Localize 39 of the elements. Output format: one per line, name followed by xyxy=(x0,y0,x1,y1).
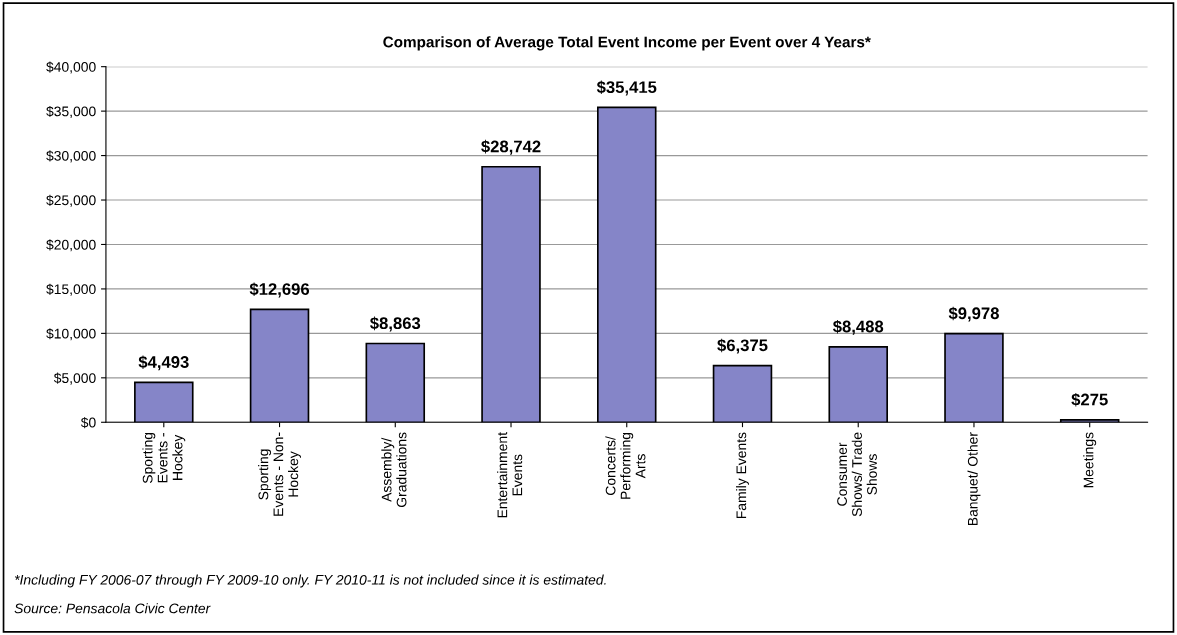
x-tick-label: Banquet/ Other xyxy=(967,432,981,526)
y-tick-label: $35,000 xyxy=(46,105,96,118)
x-tick-label: Assembly/ Graduations xyxy=(381,432,407,507)
data-label: $8,488 xyxy=(832,319,884,335)
data-label: $4,493 xyxy=(138,355,189,371)
y-tick-label: $10,000 xyxy=(46,328,96,341)
y-tick-label: $5,000 xyxy=(53,372,96,385)
x-tick-label: Sporting Events - Non- Hockey xyxy=(258,432,301,516)
bar xyxy=(828,345,888,423)
bar xyxy=(134,381,194,423)
y-tick-label: $40,000 xyxy=(46,61,96,74)
data-label: $6,375 xyxy=(717,338,768,354)
y-tick-label: $20,000 xyxy=(46,239,96,252)
data-label: $35,415 xyxy=(596,80,657,96)
text: *Including FY 2006-07 through FY 2009-10 only. FY 2010-11 is not included since it is estimated. xyxy=(14,574,606,588)
bar xyxy=(365,342,426,423)
x-tick-label: Consumer Shows/ Trade Shows xyxy=(837,432,877,517)
bar xyxy=(596,106,657,423)
x-tick-label: Concerts/ Performing Arts xyxy=(605,432,646,499)
x-tick-label: Entertainment Events xyxy=(497,432,523,518)
data-label: $275 xyxy=(1071,392,1108,407)
x-tick-label: Family Events xyxy=(736,432,749,519)
y-tick-label: $0 xyxy=(80,417,96,429)
chart-title: Comparison of Average Total Event Income per Event over 4 Years* xyxy=(383,36,871,51)
x-tick-label: Sporting Events - Hockey xyxy=(142,432,186,484)
bar xyxy=(249,308,310,423)
data-label: $8,863 xyxy=(370,316,421,332)
y-tick-label: $15,000 xyxy=(46,283,96,296)
data-label: $12,696 xyxy=(249,282,310,298)
bar xyxy=(481,165,541,423)
bar xyxy=(1059,418,1120,423)
data-label: $28,742 xyxy=(481,139,541,155)
bar xyxy=(944,332,1004,423)
y-tick-label: $25,000 xyxy=(46,194,96,207)
bar xyxy=(712,364,773,423)
x-tick-label: Meetings xyxy=(1083,432,1097,488)
y-tick-label: $30,000 xyxy=(46,150,96,163)
data-label: $9,978 xyxy=(948,306,999,322)
source-note: Source: Pensacola Civic Center xyxy=(14,603,211,614)
